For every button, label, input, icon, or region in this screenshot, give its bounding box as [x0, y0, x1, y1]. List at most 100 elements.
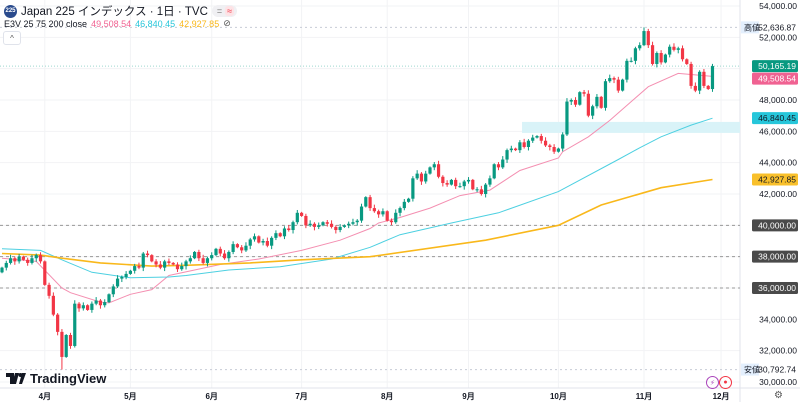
candle [505, 150, 509, 160]
candle [415, 173, 419, 179]
indicator-legend[interactable]: E3V 25 75 200 close 49,508.54 46,840.45 … [4, 18, 231, 29]
high-tag-label: 高値 [744, 22, 760, 32]
candle [698, 71, 702, 91]
last-price-label: 50,165.19 [758, 61, 796, 71]
candle [111, 286, 115, 295]
candle [411, 178, 415, 199]
ma-75-label: 46,840.45 [758, 113, 796, 123]
candle [591, 106, 595, 116]
collapse-legend-button[interactable]: ^ [3, 31, 21, 45]
candle [364, 197, 368, 207]
candle [381, 211, 385, 215]
candle [496, 164, 501, 168]
candle [201, 258, 205, 263]
candle [38, 255, 43, 262]
candle [689, 63, 693, 86]
candle [180, 266, 184, 270]
ma-25-badge [752, 72, 798, 85]
ma-200-label: 42,927.85 [758, 174, 796, 184]
period-low-badge [752, 363, 798, 376]
low-tag [741, 363, 759, 376]
candle [222, 253, 227, 259]
candle [197, 251, 201, 259]
settings-gear-icon[interactable]: ⚙ [774, 390, 783, 401]
candle [13, 258, 17, 262]
candle [334, 226, 338, 231]
candle [539, 136, 543, 141]
candle [556, 148, 560, 152]
candle [30, 258, 34, 263]
candle [188, 258, 192, 262]
candle [257, 236, 261, 243]
candle [445, 183, 449, 185]
candle [663, 54, 667, 63]
candle [603, 81, 608, 108]
candle [646, 31, 650, 46]
candle [329, 223, 334, 227]
highlight-zone [522, 121, 740, 133]
candle [98, 300, 103, 306]
time-tick-label: 4月 [39, 392, 51, 401]
ma-25-label: 49,508.54 [758, 74, 796, 84]
candle [218, 248, 222, 254]
candle [120, 277, 124, 279]
ma200-value: 42,927.85 [179, 18, 220, 29]
candle [561, 134, 565, 149]
ma-75-badge [752, 112, 798, 125]
candle [278, 233, 282, 237]
candle [163, 261, 167, 268]
status-pill[interactable]: = ≈ [211, 5, 238, 17]
candle [73, 303, 77, 346]
candle [291, 222, 295, 231]
time-tick-label: 8月 [381, 392, 393, 401]
candle [436, 164, 441, 177]
candle [265, 241, 269, 246]
price-tick-label: 32,000.00 [759, 346, 797, 356]
time-tick-label: 9月 [462, 392, 474, 401]
candle [150, 255, 154, 262]
candle [710, 66, 715, 90]
candle [351, 222, 355, 224]
tradingview-logo: TradingView [6, 371, 106, 386]
record-icon[interactable]: ● [719, 376, 732, 389]
hide-icon[interactable]: ⊘ [223, 18, 231, 28]
candle [638, 45, 642, 49]
candle [167, 261, 171, 263]
price-tick-label: 46,000.00 [759, 126, 797, 136]
candle [128, 270, 132, 274]
price-tick-label: 34,000.00 [759, 314, 797, 324]
horizontal-line-badge [752, 282, 798, 294]
candle [407, 198, 411, 202]
candle [484, 184, 488, 194]
lightning-icon[interactable]: ⚡ [706, 376, 719, 389]
candle [492, 164, 496, 179]
candle [531, 137, 535, 141]
time-tick-label: 10月 [550, 392, 567, 401]
candle [90, 303, 94, 310]
time-tick-label: 6月 [205, 392, 217, 401]
symbol-title[interactable]: Japan 225 インデックス · 1日 · TVC [21, 6, 208, 18]
candle [633, 48, 638, 61]
candle [308, 223, 312, 226]
candle [535, 136, 539, 138]
candle [466, 179, 471, 182]
candle [287, 228, 291, 231]
period-high-badge [752, 21, 798, 34]
candle [133, 266, 137, 271]
period-low-label: 30,792.74 [758, 365, 796, 375]
candle [210, 255, 214, 259]
candle [21, 256, 25, 260]
horizontal-line-label: 36,000.00 [758, 283, 796, 293]
candle [171, 262, 175, 265]
candle [389, 220, 394, 223]
candle [193, 251, 197, 259]
candle [107, 294, 111, 303]
candle [706, 85, 710, 90]
candle [304, 215, 308, 226]
candle [488, 178, 492, 185]
candle [34, 255, 38, 259]
price-tick-label: 42,000.00 [759, 189, 797, 199]
candle [338, 226, 342, 231]
candle [454, 179, 458, 187]
